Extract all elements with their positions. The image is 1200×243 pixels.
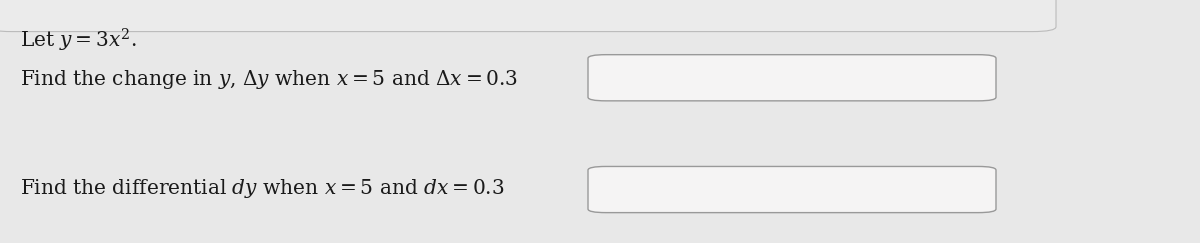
Text: Let $y = 3x^2$.: Let $y = 3x^2$. <box>20 27 137 54</box>
Text: Find the differential $dy$ when $x = 5$ and $dx = 0.3$: Find the differential $dy$ when $x = 5$ … <box>20 177 505 200</box>
FancyBboxPatch shape <box>588 166 996 213</box>
Text: Find the change in $y$, $\Delta y$ when $x = 5$ and $\Delta x = 0.3$: Find the change in $y$, $\Delta y$ when … <box>20 68 518 91</box>
FancyBboxPatch shape <box>0 0 1056 32</box>
FancyBboxPatch shape <box>588 55 996 101</box>
